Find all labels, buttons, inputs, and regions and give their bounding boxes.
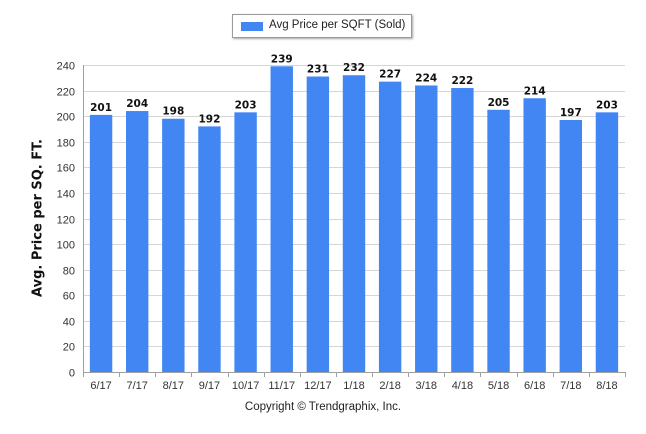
data-label: 201 [90,102,112,114]
bar [342,75,366,372]
x-tick-label: 12/17 [304,380,332,392]
y-tick-label: 160 [57,163,75,175]
bar [162,118,185,372]
data-label: 197 [560,107,582,119]
legend-label: Avg Price per SQFT (Sold) [269,19,406,31]
y-tick-label: 240 [57,61,75,73]
data-label: 204 [126,98,148,110]
x-tick-label: 9/17 [199,380,220,392]
bar [306,76,330,372]
data-label: 203 [235,99,257,111]
x-tick-label: 10/17 [232,380,260,392]
bar [595,112,619,373]
legend-swatch [241,22,263,31]
bar [451,88,474,373]
bar [198,126,221,373]
bar [559,120,583,372]
legend: Avg Price per SQFT (Sold) [232,14,412,38]
y-tick-label: 80 [63,266,75,278]
data-label: 203 [596,99,618,111]
data-label: 239 [271,53,293,65]
y-tick-label: 140 [57,189,75,201]
bar [234,112,257,373]
y-tick-label: 20 [63,342,75,354]
x-tick-label: 3/18 [416,380,437,392]
data-label: 192 [199,113,221,125]
data-label: 231 [307,64,329,76]
data-label: 198 [162,106,184,118]
x-tick-label: 6/17 [90,380,111,392]
bar [487,109,510,372]
data-label: 222 [451,75,473,87]
x-tick-label: 1/18 [343,380,364,392]
y-tick-label: 120 [57,215,75,227]
x-tick-label: 8/17 [163,380,184,392]
data-label: 224 [415,72,437,84]
bar [523,98,546,372]
y-tick-label: 0 [69,368,75,380]
y-tick-label: 60 [63,291,75,303]
y-tick-label: 200 [57,112,75,124]
x-tick-label: 7/18 [560,380,581,392]
y-tick-label: 220 [57,87,75,99]
x-tick-label: 7/17 [126,380,147,392]
x-tick-label: 5/18 [488,380,509,392]
x-tick-label: 11/17 [268,380,295,392]
x-tick-label: 2/18 [379,380,400,392]
data-label: 205 [488,97,510,109]
bar [378,81,402,373]
y-tick-label: 100 [57,240,75,252]
x-tick-label: 6/18 [524,380,545,392]
y-tick-label: 40 [63,317,75,329]
data-label: 232 [343,62,365,74]
copyright-text: Copyright © Trendgraphix, Inc. [244,401,402,413]
bar [270,66,293,372]
bar [125,111,149,373]
data-label: 227 [379,69,401,81]
x-tick-label: 8/18 [596,380,617,392]
bar [415,85,438,372]
y-tick-label: 180 [57,138,75,150]
bar [89,114,113,372]
x-tick-label: 4/18 [452,380,473,392]
data-label: 214 [524,85,546,97]
